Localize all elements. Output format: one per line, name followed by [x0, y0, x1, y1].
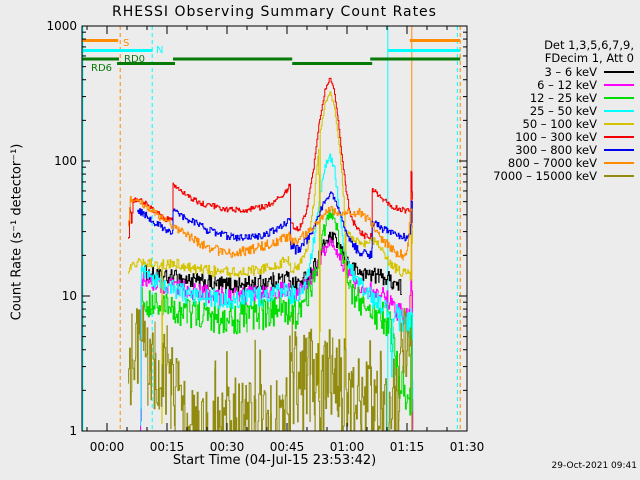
legend-item-label: 6 – 12 keV — [537, 77, 597, 92]
x-tick-label: 01:30 — [450, 440, 485, 454]
x-tick-label: 00:30 — [210, 440, 245, 454]
plot-creation-timestamp: 29-Oct-2021 09:41 — [551, 461, 637, 471]
legend: Det 1,3,5,6,7,9, FDecim 1, Att 0 3 – 6 k… — [493, 38, 634, 184]
legend-item-label: 300 – 800 keV — [515, 143, 597, 158]
legend-header-decim: FDecim 1, Att 0 — [544, 51, 634, 66]
x-tick-label: 00:15 — [150, 440, 185, 454]
legend-item-label: 100 – 300 keV — [515, 130, 597, 145]
legend-item-label: 50 – 100 keV — [522, 117, 598, 132]
series-25-50keV — [140, 153, 414, 426]
y-tick-label: 10 — [62, 289, 77, 303]
x-axis-label: Start Time (04-Jul-15 23:53:42) — [172, 453, 377, 468]
axes-layer: 00:00 00:15 00:30 00:45 01:00 01:15 01:30 1 10 10… — [46, 19, 484, 454]
legend-item: 7000 – 15000 keV — [493, 169, 634, 184]
legend-item-label: 7000 – 15000 keV — [493, 169, 597, 184]
legend-item: 6 – 12 keV — [493, 77, 634, 92]
page-title: RHESSI Observing Summary Count Rates — [112, 4, 437, 20]
legend-item: 25 – 50 keV — [493, 104, 634, 119]
legend-color-line — [604, 175, 634, 178]
legend-color-line — [604, 110, 634, 113]
legend-color-line — [604, 149, 634, 152]
legend-item: 50 – 100 keV — [493, 117, 634, 132]
legend-item: 3 – 6 keV — [493, 64, 634, 79]
series-3-6keV — [143, 231, 402, 295]
y-tick-label: 1 — [69, 424, 77, 438]
legend-header-detectors: Det 1,3,5,6,7,9, — [544, 38, 634, 52]
y-tick-label: 100 — [54, 154, 77, 168]
series-50-100keV — [128, 91, 413, 424]
legend-color-line — [604, 123, 634, 126]
y-tick-label: 1000 — [46, 19, 77, 33]
legend-item-label: 3 – 6 keV — [544, 64, 597, 79]
x-tick-label: 01:15 — [390, 440, 425, 454]
flag-label-RD6: RD6 — [91, 63, 112, 74]
x-tick-label: 01:00 — [330, 440, 365, 454]
legend-item: 100 – 300 keV — [493, 130, 634, 145]
series-7000-15000keV — [128, 304, 413, 432]
legend-item: 800 – 7000 keV — [493, 156, 634, 171]
flag-label-RD0: RD0 — [124, 54, 145, 65]
series-100-300keV — [128, 77, 413, 240]
y-axis-label: Count Rate (s⁻¹ detector⁻¹) — [9, 143, 25, 321]
x-tick-label: 00:45 — [270, 440, 305, 454]
legend-color-line — [604, 96, 634, 99]
legend-color-line — [604, 162, 634, 165]
series-300-800keV — [137, 191, 413, 259]
legend-item: 300 – 800 keV — [493, 143, 634, 158]
legend-color-line — [604, 83, 634, 86]
series-layer — [128, 77, 414, 432]
legend-item: 12 – 25 keV — [493, 90, 634, 105]
x-tick-label: 00:00 — [90, 440, 125, 454]
series-800-7000keV — [128, 196, 413, 261]
flag-label-S: S — [123, 38, 129, 49]
legend-color-line — [604, 70, 634, 73]
legend-color-line — [604, 136, 634, 139]
legend-item-label: 800 – 7000 keV — [507, 156, 597, 171]
legend-item-label: 12 – 25 keV — [529, 90, 597, 105]
flag-bars-layer: S N RD0 RD6 — [82, 38, 461, 74]
legend-item-label: 25 – 50 keV — [529, 104, 597, 119]
series-6-12keV — [140, 237, 414, 431]
plot-frame — [81, 25, 468, 432]
flag-label-N: N — [156, 45, 163, 56]
